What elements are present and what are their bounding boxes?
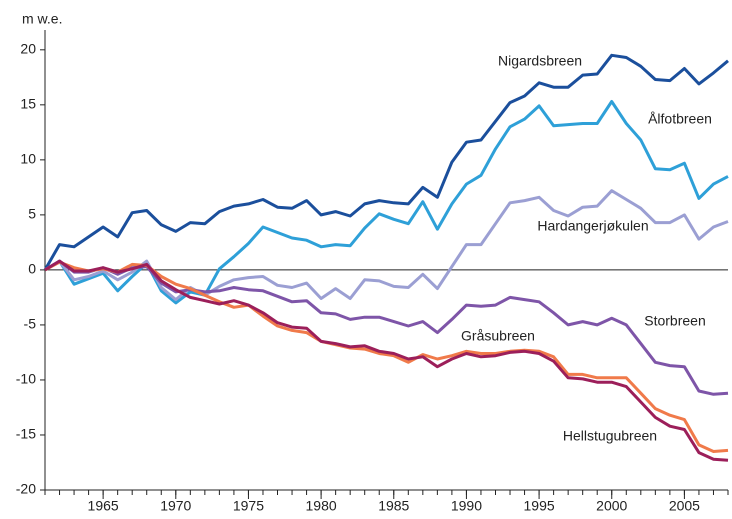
series-label: Nigardsbreen: [498, 53, 582, 69]
series-line: [44, 100, 729, 305]
y-tick-label: 10: [20, 151, 36, 167]
x-tick-label: 1990: [451, 498, 482, 514]
series-line: [44, 260, 729, 453]
x-tick-label: 2000: [596, 498, 627, 514]
series-label: Hardangerjøkulen: [537, 218, 648, 234]
series-line: [43, 53, 729, 271]
series-label: Gråsubreen: [461, 328, 535, 344]
y-tick-label: -15: [16, 426, 36, 442]
y-axis-label: m w.e.: [22, 11, 62, 27]
x-tick-label: 1995: [524, 498, 555, 514]
y-tick-label: 0: [28, 261, 36, 277]
y-tick-label: 15: [20, 96, 36, 112]
x-tick-label: 1965: [88, 498, 119, 514]
series-label: Ålfotbreen: [648, 111, 712, 127]
x-tick-label: 1975: [233, 498, 264, 514]
series-line: [44, 189, 729, 302]
y-tick-label: -10: [16, 371, 36, 387]
series-label: Hellstugubreen: [563, 428, 657, 444]
y-tick-label: 20: [20, 41, 36, 57]
y-tick-label: -5: [24, 316, 37, 332]
y-tick-label: 5: [28, 206, 36, 222]
x-tick-label: 2005: [669, 498, 700, 514]
x-tick-label: 1980: [306, 498, 337, 514]
series-line: [44, 259, 729, 396]
series-label: Storbreen: [644, 313, 705, 329]
x-tick-label: 1970: [160, 498, 191, 514]
y-tick-label: -20: [16, 481, 36, 497]
series-line: [44, 259, 729, 462]
x-tick-label: 1985: [378, 498, 409, 514]
